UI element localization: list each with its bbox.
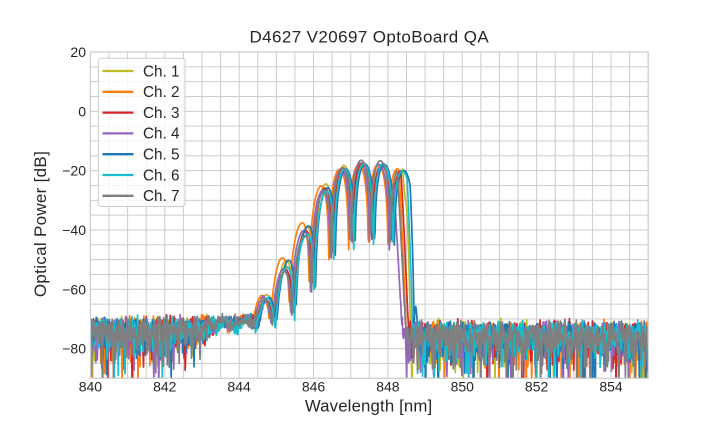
svg-text:Optical Power [dB]: Optical Power [dB] [31,151,50,297]
svg-text:852: 852 [525,379,549,395]
svg-text:−60: −60 [62,281,86,297]
svg-text:848: 848 [376,379,400,395]
svg-text:Ch. 1: Ch. 1 [143,63,180,80]
svg-text:Ch. 3: Ch. 3 [143,105,180,122]
svg-text:Ch. 4: Ch. 4 [143,126,180,143]
svg-text:D4627 V20697 OptoBoard QA: D4627 V20697 OptoBoard QA [249,28,489,47]
svg-text:Ch. 5: Ch. 5 [143,147,180,164]
svg-text:20: 20 [70,44,86,60]
svg-text:854: 854 [599,379,623,395]
svg-text:−80: −80 [62,341,86,357]
svg-text:842: 842 [153,379,177,395]
svg-text:840: 840 [79,379,103,395]
svg-text:844: 844 [227,379,251,395]
svg-text:Ch. 2: Ch. 2 [143,84,180,101]
svg-text:Ch. 6: Ch. 6 [143,167,180,184]
svg-text:0: 0 [78,103,86,119]
svg-text:Wavelength [nm]: Wavelength [nm] [305,396,433,415]
svg-text:−40: −40 [62,222,86,238]
svg-text:−20: −20 [62,163,86,179]
svg-text:846: 846 [302,379,326,395]
svg-text:Ch. 7: Ch. 7 [143,188,180,205]
svg-text:850: 850 [451,379,475,395]
